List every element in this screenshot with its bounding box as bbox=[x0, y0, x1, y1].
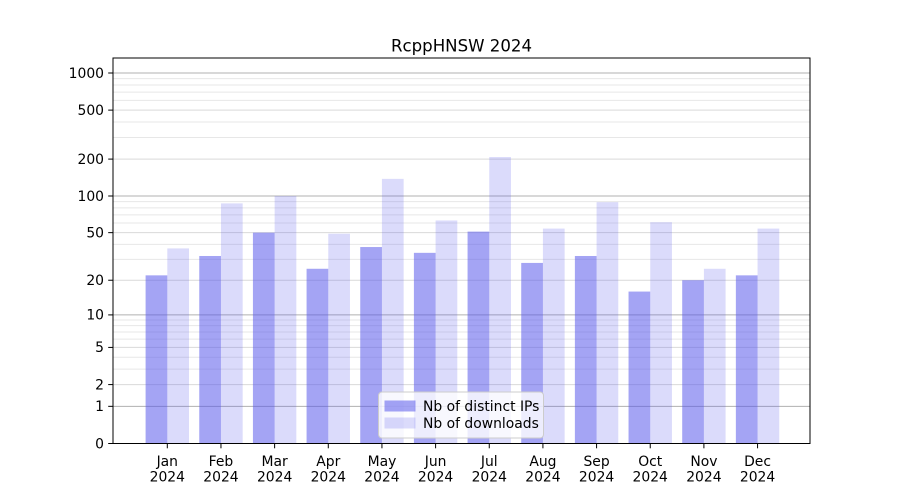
bar-downloads-may bbox=[381, 178, 404, 444]
bar-downloads-nov bbox=[703, 268, 726, 444]
y-tick-label-10: 10 bbox=[86, 308, 104, 324]
bar-distinct-ips-apr bbox=[306, 268, 329, 444]
x-tick-label-may: May bbox=[368, 454, 397, 470]
x-tick-year-sep: 2024 bbox=[579, 470, 615, 486]
x-tick-label-jun: Jun bbox=[424, 454, 447, 470]
y-tick-label-1000: 1000 bbox=[69, 66, 104, 82]
y-tick-label-100: 100 bbox=[77, 189, 104, 205]
bar-downloads-jul bbox=[489, 157, 511, 444]
x-tick-label-mar: Mar bbox=[262, 454, 288, 470]
bar-distinct-ips-jul bbox=[467, 231, 490, 444]
bar-distinct-ips-sep bbox=[574, 255, 597, 444]
plot-border bbox=[112, 57, 811, 444]
x-tick-label-sep: Sep bbox=[583, 454, 609, 470]
y-tick-label-200: 200 bbox=[77, 152, 104, 168]
y-axis: 0 1 2 5 10 20 50 100 200 500 1000 bbox=[69, 66, 113, 452]
y-tick-label-5: 5 bbox=[95, 340, 104, 356]
x-tick-label-aug: Aug bbox=[529, 454, 556, 470]
x-tick-label-apr: Apr bbox=[316, 454, 340, 470]
y-tick-label-20: 20 bbox=[86, 273, 104, 289]
bar-distinct-ips-jan bbox=[145, 275, 168, 444]
y-tick-label-2: 2 bbox=[95, 377, 104, 393]
x-tick-label-jul: Jul bbox=[480, 454, 498, 470]
y-tick-label-0: 0 bbox=[95, 436, 104, 452]
legend-swatch-distinct-ips bbox=[384, 400, 416, 412]
x-tick-year-jun: 2024 bbox=[418, 470, 454, 486]
x-tick-year-feb: 2024 bbox=[203, 470, 239, 486]
x-tick-year-nov: 2024 bbox=[686, 470, 722, 486]
bar-distinct-ips-dec bbox=[735, 275, 758, 444]
x-tick-label-oct: Oct bbox=[638, 454, 663, 470]
bar-distinct-ips-oct bbox=[628, 291, 651, 444]
x-tick-label-feb: Feb bbox=[209, 454, 234, 470]
bar-downloads-feb bbox=[220, 203, 243, 444]
y-tick-label-50: 50 bbox=[86, 225, 104, 241]
x-tick-year-jan: 2024 bbox=[150, 470, 186, 486]
x-tick-label-jan: Jan bbox=[156, 454, 178, 470]
x-tick-year-aug: 2024 bbox=[525, 470, 561, 486]
x-tick-year-jul: 2024 bbox=[472, 470, 508, 486]
x-tick-year-oct: 2024 bbox=[633, 470, 669, 486]
bar-distinct-ips-may bbox=[360, 247, 382, 444]
x-tick-year-mar: 2024 bbox=[257, 470, 293, 486]
bar-downloads-apr bbox=[328, 233, 350, 444]
bar-downloads-mar bbox=[274, 196, 297, 444]
x-axis: Jan2024Feb2024Mar2024Apr2024May2024Jun20… bbox=[150, 443, 776, 486]
bar-distinct-ips-nov bbox=[682, 280, 704, 444]
x-tick-label-dec: Dec bbox=[744, 454, 771, 470]
bar-downloads-oct bbox=[650, 222, 672, 444]
legend-label-downloads: Nb of downloads bbox=[423, 416, 539, 432]
y-tick-label-500: 500 bbox=[77, 103, 104, 119]
bar-downloads-aug bbox=[542, 228, 565, 444]
legend-swatch-downloads bbox=[384, 417, 416, 429]
bar-distinct-ips-feb bbox=[199, 255, 221, 444]
x-tick-label-nov: Nov bbox=[690, 454, 717, 470]
legend-label-distinct-ips: Nb of distinct IPs bbox=[423, 399, 539, 415]
bar-downloads-sep bbox=[596, 202, 619, 444]
x-tick-year-may: 2024 bbox=[364, 470, 400, 486]
legend-box bbox=[378, 391, 544, 439]
y-tick-label-1: 1 bbox=[95, 399, 104, 415]
chart-title: RcppHNSW 2024 bbox=[391, 37, 532, 56]
x-tick-year-dec: 2024 bbox=[740, 470, 776, 486]
bar-downloads-jun bbox=[435, 220, 458, 444]
bar-distinct-ips-mar bbox=[252, 232, 275, 444]
x-tick-year-apr: 2024 bbox=[311, 470, 347, 486]
bar-downloads-jan bbox=[167, 248, 189, 444]
bar-downloads-dec bbox=[757, 228, 780, 444]
